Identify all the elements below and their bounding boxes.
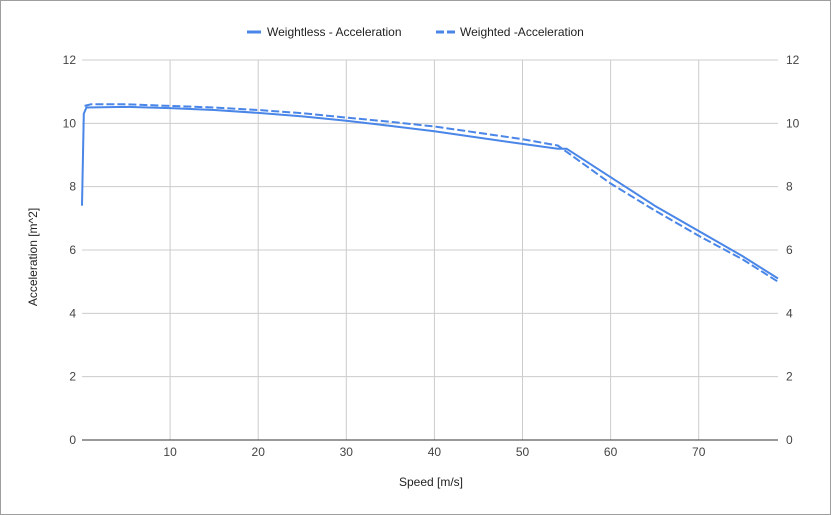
y-axis-title: Acceleration [m^2]	[26, 208, 40, 306]
y-tick-label-right: 6	[786, 243, 793, 257]
y-tick-label-left: 12	[63, 53, 77, 67]
x-tick-label: 30	[340, 445, 354, 459]
y-axis-left-ticks: 0 2 4 6 8 10 12	[63, 53, 77, 447]
y-tick-label-left: 6	[69, 243, 76, 257]
series-lines	[81, 103, 779, 283]
x-axis-title: Speed [m/s]	[399, 475, 463, 489]
y-tick-label-right: 0	[786, 433, 793, 447]
x-tick-label: 10	[163, 445, 177, 459]
x-tick-label: 70	[692, 445, 706, 459]
y-tick-label-right: 10	[786, 116, 800, 130]
y-tick-label-right: 12	[786, 53, 800, 67]
grid-lines	[82, 59, 778, 440]
x-tick-label: 40	[428, 445, 442, 459]
x-tick-label: 60	[604, 445, 618, 459]
y-tick-label-left: 10	[63, 116, 77, 130]
y-tick-label-right: 4	[786, 306, 793, 320]
y-tick-label-right: 2	[786, 370, 793, 384]
y-tick-label-right: 8	[786, 180, 793, 194]
legend-item-weightless[interactable]: Weightless - Acceleration	[247, 25, 402, 39]
x-axis-ticks: 10 20 30 40 50 60 70	[163, 445, 705, 459]
x-tick-label: 50	[516, 445, 530, 459]
y-tick-label-left: 2	[69, 370, 76, 384]
x-tick-label: 20	[252, 445, 266, 459]
legend-label-weightless: Weightless - Acceleration	[267, 25, 402, 39]
y-tick-label-left: 8	[69, 180, 76, 194]
legend-label-weighted: Weighted -Acceleration	[460, 25, 584, 39]
chart-legend[interactable]: Weightless - Acceleration Weighted -Acce…	[247, 25, 584, 39]
y-tick-label-left: 4	[69, 306, 76, 320]
legend-item-weighted[interactable]: Weighted -Acceleration	[436, 25, 584, 39]
y-axis-right-ticks: 0 2 4 6 8 10 12	[786, 53, 800, 447]
y-tick-label-left: 0	[69, 433, 76, 447]
series-line-weightless[interactable]	[81, 105, 779, 280]
